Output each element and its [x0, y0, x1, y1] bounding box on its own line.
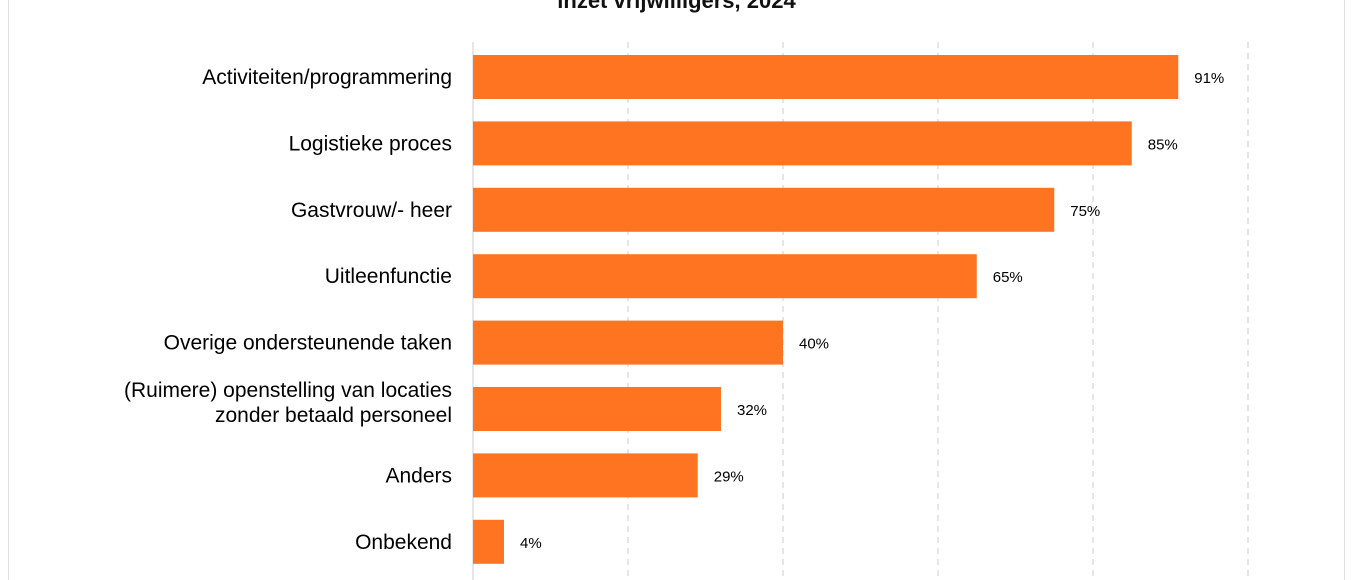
category-label-5: (Ruimere) openstelling van locaties zonde… [124, 379, 452, 427]
category-label-4: Overige ondersteunende taken [164, 332, 452, 355]
value-label-6: 29% [714, 468, 744, 485]
value-labels: 91% 85% 75% 65% 40% 32% 29% 4% [520, 70, 1224, 552]
category-label-0: Activiteiten/programmering [202, 66, 452, 89]
left-frame-line [8, 0, 9, 580]
bar-3 [473, 254, 977, 299]
bar-5 [473, 387, 721, 431]
bar-7 [473, 519, 504, 564]
category-label-2: Gastvrouw/- heer [291, 199, 452, 222]
bars [473, 55, 1179, 564]
value-label-2: 75% [1070, 203, 1100, 220]
category-label-6: Anders [385, 464, 452, 487]
category-label-3: Uitleenfunctie [325, 265, 452, 288]
bar-2 [473, 187, 1055, 232]
bar-4 [473, 320, 783, 365]
category-labels: Activiteiten/programmering Logistieke pro… [124, 66, 452, 554]
category-label-7: Onbekend [355, 531, 452, 554]
value-label-0: 91% [1194, 70, 1224, 87]
value-label-5: 32% [737, 402, 767, 419]
right-frame-line [1344, 0, 1345, 580]
bar-0 [473, 55, 1179, 99]
value-label-4: 40% [799, 336, 829, 353]
bar-1 [473, 121, 1132, 166]
value-label-7: 4% [520, 535, 542, 552]
value-label-1: 85% [1148, 136, 1178, 153]
category-label-1: Logistieke proces [289, 132, 452, 155]
chart-title: inzet vrijwilligers, 2024 [557, 0, 796, 13]
value-label-3: 65% [993, 269, 1023, 286]
bar-6 [473, 453, 698, 498]
